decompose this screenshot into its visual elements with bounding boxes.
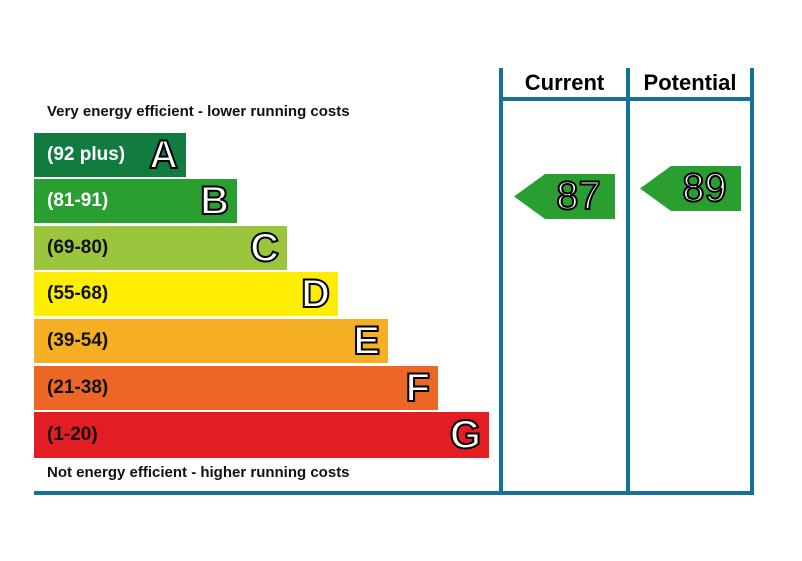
band-a: (92 plus) A <box>34 133 186 177</box>
divider-line <box>626 68 630 495</box>
band-range: (69-80) <box>47 237 109 258</box>
band-letter: A <box>148 133 179 177</box>
band-f: (21-38) F <box>34 366 438 410</box>
band-letter: B <box>199 179 230 223</box>
band-b: (81-91) B <box>34 179 237 223</box>
potential-rating-value: 89 <box>681 165 728 211</box>
divider-line <box>750 68 754 495</box>
current-header: Current <box>524 70 605 95</box>
band-range: (92 plus) <box>47 144 126 165</box>
band-c: (69-80) C <box>34 226 287 270</box>
band-range: (1-20) <box>47 424 98 445</box>
current-rating-value: 87 <box>555 173 602 219</box>
band-range: (55-68) <box>47 283 109 304</box>
band-letter: E <box>352 319 381 363</box>
band-letter: D <box>300 272 331 316</box>
potential-rating-arrow: 89 <box>640 165 741 211</box>
divider-line <box>499 68 503 495</box>
band-range: (21-38) <box>47 377 109 398</box>
current-rating-arrow: 87 <box>514 173 615 219</box>
top-caption: Very energy efficient - lower running co… <box>47 103 350 120</box>
bottom-border <box>34 491 754 495</box>
band-letter: F <box>405 366 431 410</box>
header-divider <box>499 97 754 101</box>
band-range: (81-91) <box>47 190 109 211</box>
band-g: (1-20) G <box>34 412 489 458</box>
band-letter: C <box>249 226 280 270</box>
potential-header: Potential <box>643 70 737 95</box>
bottom-caption: Not energy efficient - higher running co… <box>47 464 350 481</box>
band-letter: G <box>449 413 482 457</box>
band-e: (39-54) E <box>34 319 388 363</box>
band-d: (55-68) D <box>34 272 338 316</box>
band-range: (39-54) <box>47 330 109 351</box>
